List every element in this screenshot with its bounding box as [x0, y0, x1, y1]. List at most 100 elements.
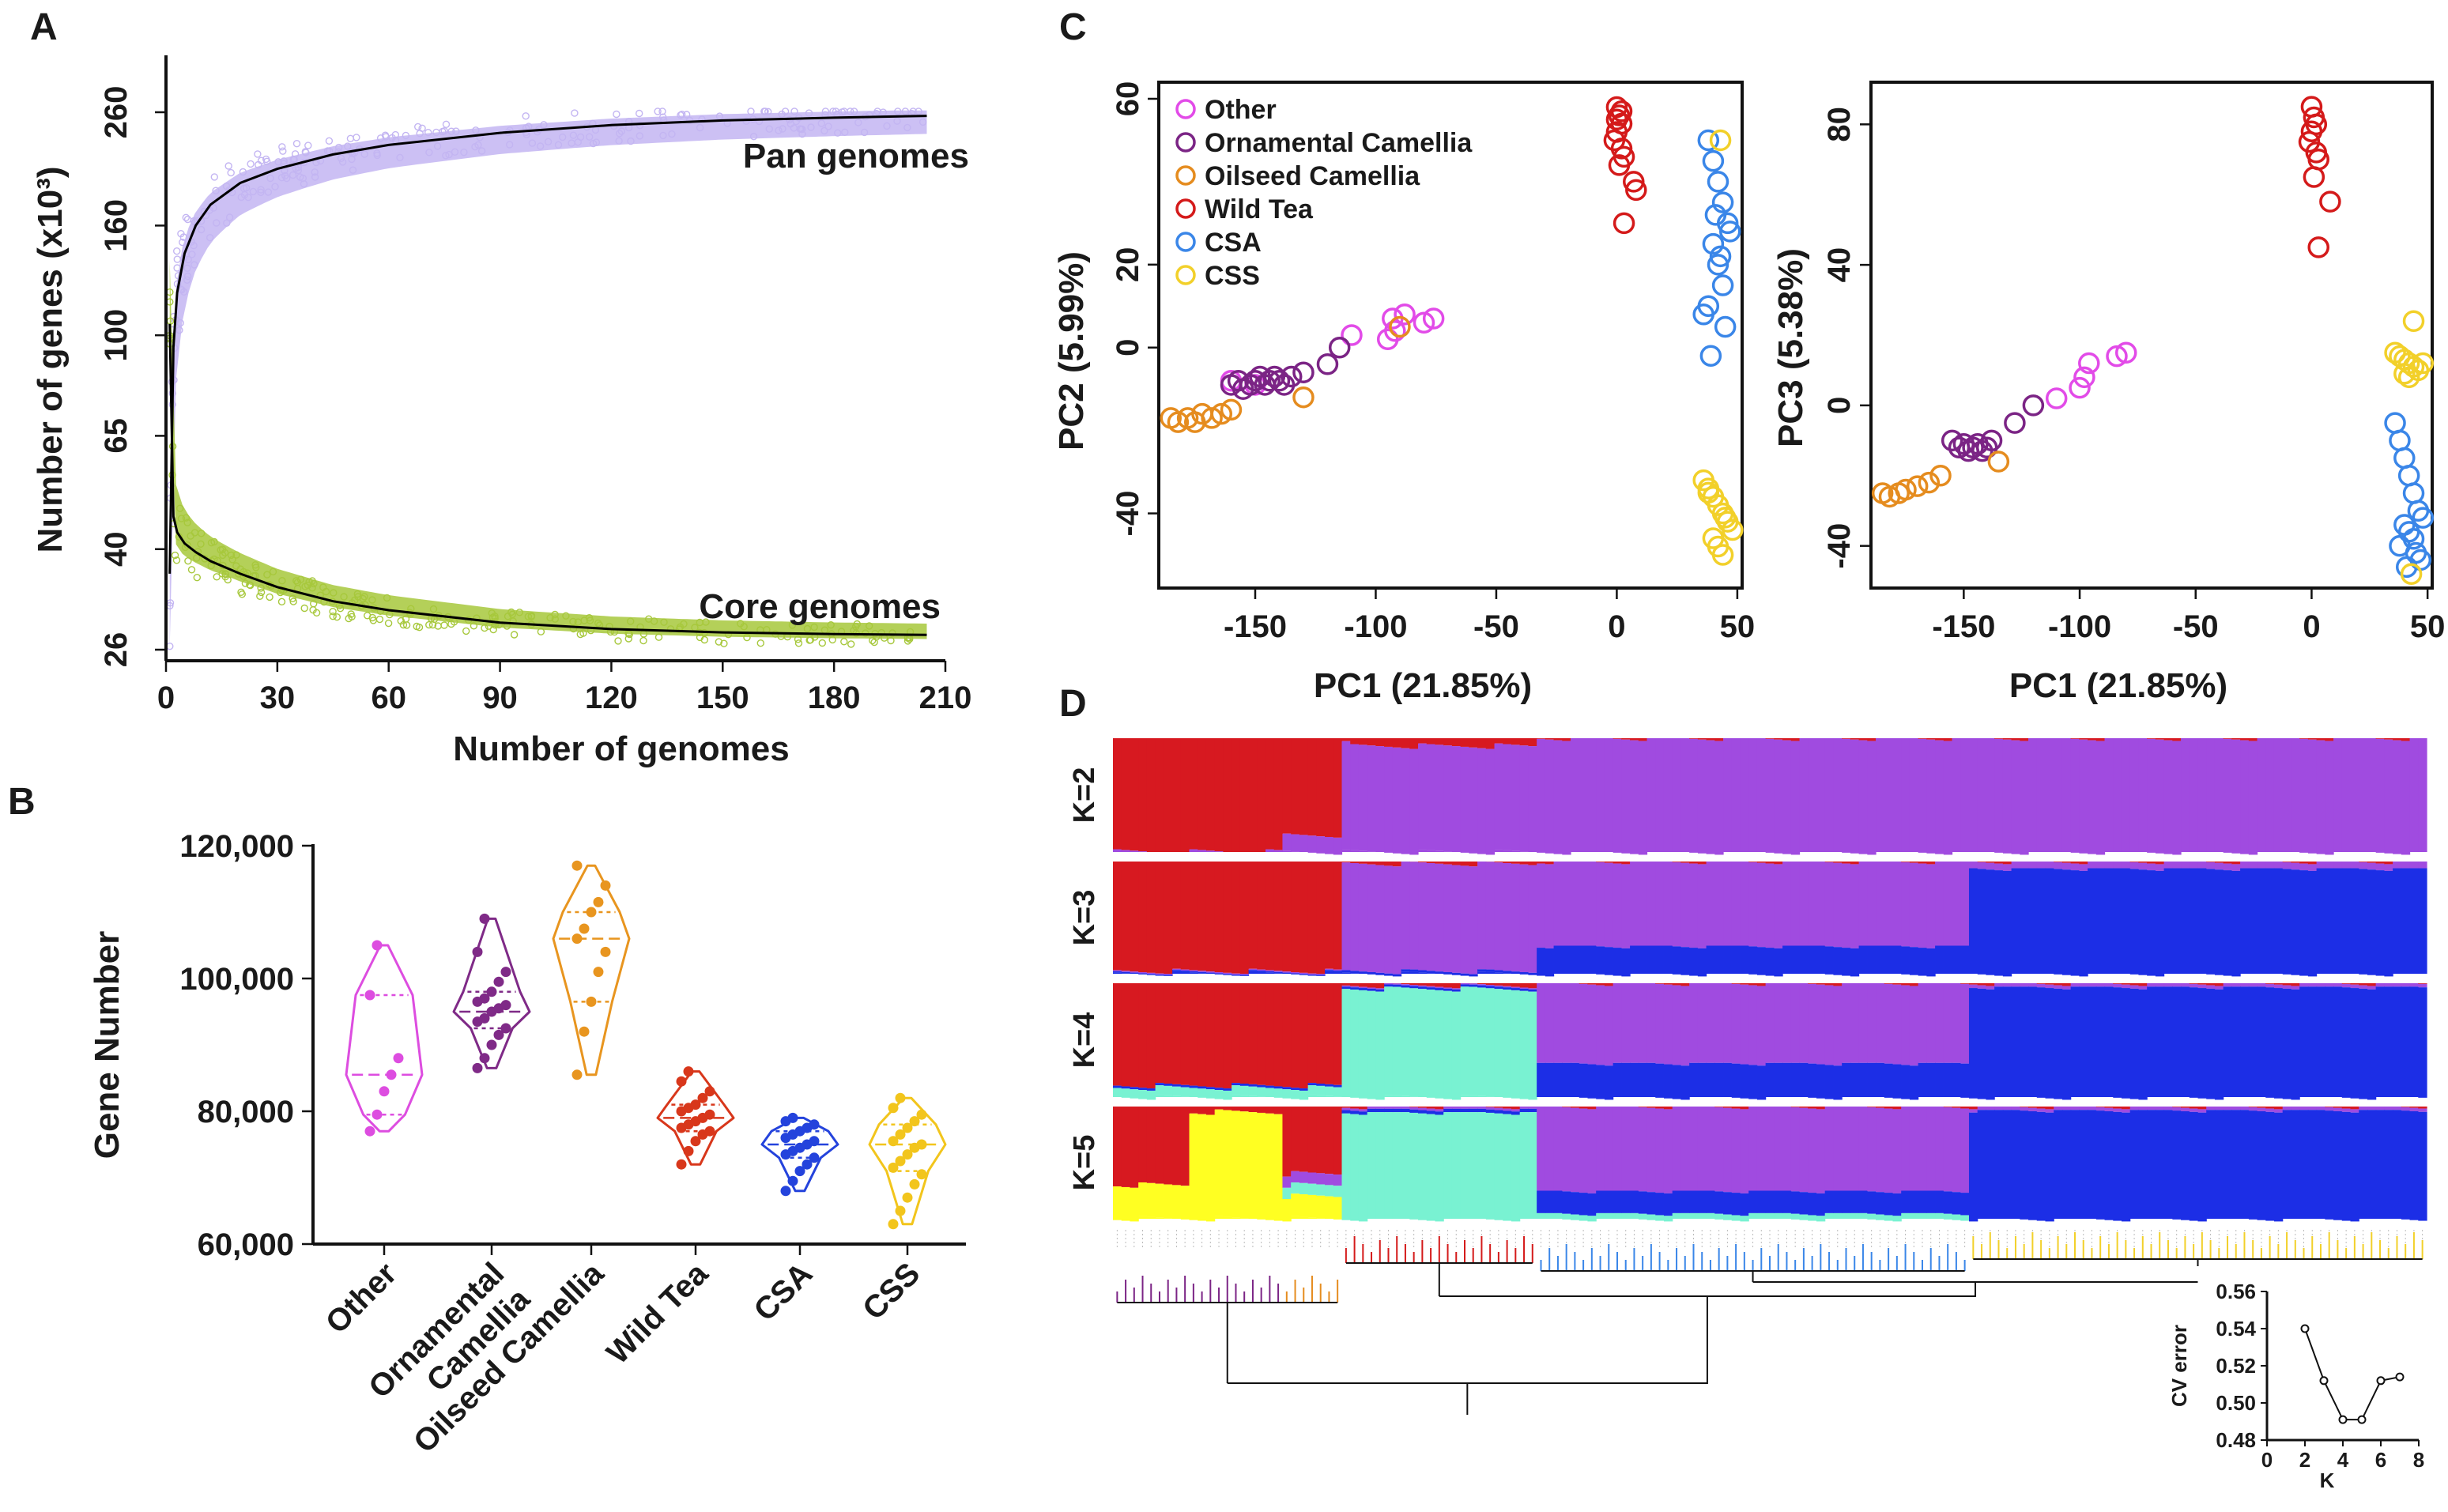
admixture-bar: [1248, 971, 1258, 974]
admixture-bar: [1833, 983, 1843, 986]
admixture-bar: [2061, 989, 2072, 1100]
a-point: [715, 638, 723, 646]
admixture-bar: [1333, 1186, 1343, 1197]
admixture-bar: [1435, 1111, 1444, 1115]
admixture-bar: [1926, 1107, 1936, 1191]
a-point: [589, 139, 598, 148]
admixture-bar: [1858, 862, 1868, 946]
a-point: [615, 137, 623, 145]
a-point: [300, 604, 308, 613]
admixture-bar: [1113, 1088, 1122, 1097]
admixture-bar: [2282, 738, 2292, 852]
admixture-bar: [1367, 990, 1376, 1099]
admixture-bar: [1901, 983, 1910, 986]
admixture-bar: [1842, 948, 1851, 976]
admixture-bar: [1935, 1212, 1944, 1219]
a-point: [183, 541, 191, 549]
admixture-bar: [2393, 868, 2402, 974]
a-point: [510, 631, 519, 639]
admixture-bar: [1333, 983, 1343, 1085]
a-point: [574, 618, 582, 626]
admixture-bar: [2036, 1111, 2046, 1221]
admixture-bar: [1858, 945, 1868, 974]
admixture-bar: [1756, 947, 1767, 975]
admixture-bar: [1307, 1107, 1317, 1173]
admixture-bar: [2248, 986, 2258, 1097]
admixture-bar: [1952, 1214, 1961, 1220]
admixture-bar: [2341, 983, 2352, 988]
admixture-bar: [1977, 988, 1987, 1099]
admixture-bar: [1503, 983, 1512, 986]
admixture-bar: [2273, 738, 2284, 852]
admixture-bar: [2113, 738, 2122, 852]
admixture-bar: [2189, 862, 2199, 869]
admixture-bar: [1918, 738, 1927, 853]
admixture-bar: [1731, 945, 1741, 974]
admixture-bar: [2206, 983, 2216, 986]
pca-point: [1280, 365, 1303, 388]
b-point: [916, 1169, 927, 1180]
admixture-bar: [1223, 1216, 1232, 1219]
admixture-bar: [2240, 986, 2250, 1097]
admixture-bar: [1130, 1187, 1139, 1222]
admixture-bar: [2367, 989, 2377, 1100]
admixture-bar: [2028, 868, 2038, 974]
admixture-bar: [1994, 863, 2004, 871]
admixture-bar: [1765, 948, 1775, 976]
a-cloud-core: [169, 261, 927, 639]
admixture-bar: [1511, 986, 1521, 989]
b-point: [586, 996, 597, 1007]
a-point: [797, 125, 805, 134]
admixture-bar: [1756, 862, 1767, 948]
pca-point: [1722, 518, 1744, 541]
admixture-bar: [1918, 863, 1927, 948]
admixture-bar: [2079, 1107, 2088, 1110]
admixture-bar: [1994, 862, 2004, 864]
admixture-bar: [2231, 983, 2241, 987]
admixture-bar: [1511, 971, 1521, 974]
pca-point: [1697, 481, 1720, 504]
admixture-bar: [1113, 862, 1122, 971]
admixture-bar: [2061, 986, 2072, 990]
admixture-bar: [1350, 850, 1360, 852]
admixture-bar: [2265, 983, 2275, 984]
a-point: [304, 581, 312, 590]
admixture-bar: [1935, 738, 1944, 741]
a-point: [227, 168, 235, 177]
admixture-bar: [1307, 983, 1317, 1084]
admixture-bar: [2070, 870, 2080, 976]
b-point: [809, 1152, 820, 1163]
a-point: [279, 147, 287, 155]
admixture-bar: [1180, 738, 1190, 852]
admixture-bar: [1723, 983, 1733, 1063]
admixture-bar: [1485, 969, 1496, 972]
admixture-bar: [1180, 971, 1190, 974]
admixture-bar: [1198, 973, 1207, 974]
admixture-bar: [1663, 1193, 1673, 1216]
admixture-bar: [1571, 738, 1580, 852]
admixture-bar: [1164, 1084, 1173, 1086]
admixture-bar: [1435, 738, 1444, 745]
admixture-bar: [1935, 1190, 1944, 1213]
b-point: [579, 1026, 590, 1037]
admixture-bar: [2257, 983, 2266, 987]
admixture-bar: [1638, 1213, 1648, 1220]
admixture-bar: [2409, 983, 2419, 987]
admixture-bar: [2341, 1108, 2352, 1112]
admixture-bar: [2291, 862, 2300, 870]
admixture-bar: [2375, 983, 2385, 987]
admixture-bar: [1986, 738, 1995, 852]
admixture-bar: [2011, 1110, 2020, 1219]
admixture-bar: [1986, 862, 1995, 870]
admixture-bar: [1121, 1086, 1131, 1089]
admixture-bar: [1375, 991, 1385, 1100]
admixture-bar: [1774, 948, 1783, 977]
a-y-tick-label: 100: [99, 309, 134, 362]
admixture-bar: [1994, 738, 2004, 853]
admixture-bar: [1409, 983, 1419, 986]
admixture-bar: [1248, 862, 1258, 969]
admixture-bar: [2299, 863, 2309, 871]
d-admixture-bars: [1113, 738, 2427, 1222]
admixture-bar: [1333, 969, 1343, 971]
